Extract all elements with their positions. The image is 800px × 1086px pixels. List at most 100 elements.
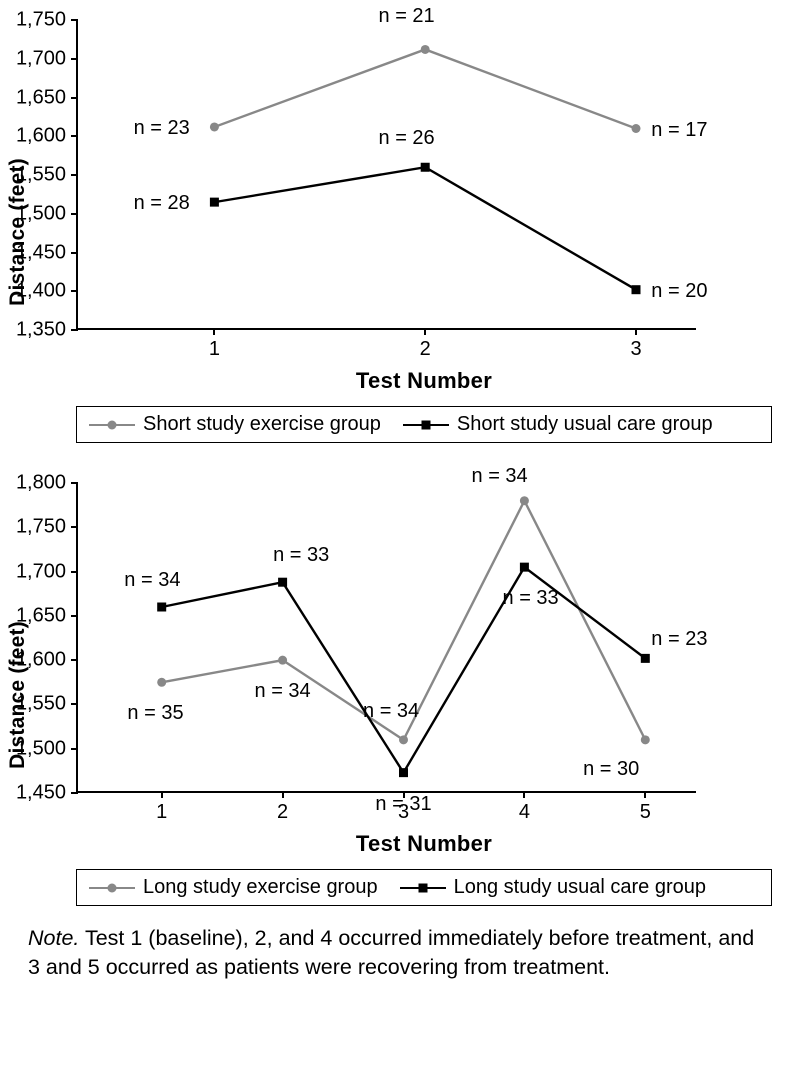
n-label: n = 33 (273, 544, 329, 567)
y-tick-label: 1,550 (16, 693, 66, 716)
series-marker (399, 735, 408, 744)
y-tick (71, 135, 78, 137)
series-marker (520, 496, 529, 505)
series-line (214, 49, 636, 128)
series-marker (632, 124, 641, 133)
y-tick (71, 58, 78, 60)
n-label: n = 34 (472, 465, 528, 488)
series-marker (278, 656, 287, 665)
n-label: n = 21 (379, 5, 435, 28)
n-label: n = 34 (124, 569, 180, 592)
legend-label-care-2: Long study usual care group (454, 876, 706, 899)
x-tick (161, 791, 163, 798)
y-tick (71, 19, 78, 21)
note-prefix: Note. (28, 926, 79, 950)
y-tick-label: 1,400 (16, 280, 66, 303)
n-label: n = 34 (363, 700, 419, 723)
chart-2: Distance (feet) 1,4501,5001,5501,6001,65… (28, 483, 772, 906)
n-label: n = 20 (651, 280, 707, 303)
y-tick-label: 1,500 (16, 202, 66, 225)
series-marker (210, 198, 219, 207)
y-tick (71, 526, 78, 528)
x-tick-label: 4 (519, 801, 530, 824)
series-marker (399, 768, 408, 777)
series-marker (157, 603, 166, 612)
footnote: Note. Test 1 (baseline), 2, and 4 occurr… (28, 924, 772, 982)
x-tick (635, 328, 637, 335)
note-text: Test 1 (baseline), 2, and 4 occurred imm… (28, 926, 754, 979)
y-tick (71, 329, 78, 331)
x-tick (523, 791, 525, 798)
plot-area-2: 1,4501,5001,5501,6001,6501,7001,7501,800… (76, 483, 696, 793)
y-tick-label: 1,750 (16, 9, 66, 32)
legend-label-exercise-2: Long study exercise group (143, 876, 378, 899)
x-axis-label-2: Test Number (76, 831, 772, 857)
legend-swatch-exercise-2 (89, 881, 135, 895)
legend-label-exercise-1: Short study exercise group (143, 413, 381, 436)
x-tick-label: 2 (277, 801, 288, 824)
y-tick (71, 792, 78, 794)
y-tick-label: 1,750 (16, 516, 66, 539)
chart-1-svg (78, 20, 696, 328)
legend-swatch-exercise-1 (89, 418, 135, 432)
n-label: n = 17 (651, 119, 707, 142)
y-tick (71, 659, 78, 661)
legend-1: Short study exercise group Short study u… (76, 406, 772, 443)
n-label: n = 23 (651, 628, 707, 651)
plot-outer-2: 1,4501,5001,5501,6001,6501,7001,7501,800… (76, 483, 772, 793)
y-tick-label: 1,650 (16, 604, 66, 627)
y-tick-label: 1,800 (16, 472, 66, 495)
x-tick (644, 791, 646, 798)
x-tick-label: 2 (420, 338, 431, 361)
series-marker (520, 563, 529, 572)
series-line (214, 167, 636, 289)
series-marker (421, 163, 430, 172)
n-label: n = 28 (134, 192, 190, 215)
plot-area-1: 1,3501,4001,4501,5001,5501,6001,6501,700… (76, 20, 696, 330)
chart-1: Distance (feet) 1,3501,4001,4501,5001,55… (28, 20, 772, 443)
legend-item-care-2: Long study usual care group (400, 876, 706, 899)
y-tick (71, 252, 78, 254)
series-marker (632, 285, 641, 294)
y-tick (71, 571, 78, 573)
n-label: n = 31 (375, 793, 431, 816)
x-tick (282, 791, 284, 798)
series-marker (421, 45, 430, 54)
x-tick-label: 5 (640, 801, 651, 824)
y-tick (71, 703, 78, 705)
y-tick-label: 1,500 (16, 737, 66, 760)
x-axis-label-1: Test Number (76, 368, 772, 394)
y-tick-label: 1,700 (16, 47, 66, 70)
plot-outer-1: 1,3501,4001,4501,5001,5501,6001,6501,700… (76, 20, 772, 330)
y-tick-label: 1,350 (16, 319, 66, 342)
y-tick (71, 748, 78, 750)
legend-2: Long study exercise group Long study usu… (76, 869, 772, 906)
legend-item-care-1: Short study usual care group (403, 413, 713, 436)
x-tick-label: 1 (209, 338, 220, 361)
legend-swatch-care-2 (400, 881, 446, 895)
y-tick-label: 1,600 (16, 125, 66, 148)
legend-label-care-1: Short study usual care group (457, 413, 713, 436)
x-tick (424, 328, 426, 335)
legend-item-exercise-2: Long study exercise group (89, 876, 378, 899)
n-label: n = 30 (583, 758, 639, 781)
y-tick (71, 174, 78, 176)
y-tick (71, 213, 78, 215)
series-marker (641, 735, 650, 744)
x-tick-label: 1 (156, 801, 167, 824)
series-marker (210, 122, 219, 131)
series-marker (641, 654, 650, 663)
x-tick (213, 328, 215, 335)
n-label: n = 35 (127, 702, 183, 725)
n-label: n = 34 (255, 680, 311, 703)
chart-2-svg (78, 483, 696, 791)
legend-item-exercise-1: Short study exercise group (89, 413, 381, 436)
y-tick-label: 1,700 (16, 560, 66, 583)
y-tick (71, 615, 78, 617)
series-marker (278, 578, 287, 587)
y-tick-label: 1,450 (16, 782, 66, 805)
y-tick (71, 482, 78, 484)
x-tick-label: 3 (630, 338, 641, 361)
y-tick (71, 290, 78, 292)
series-marker (157, 678, 166, 687)
